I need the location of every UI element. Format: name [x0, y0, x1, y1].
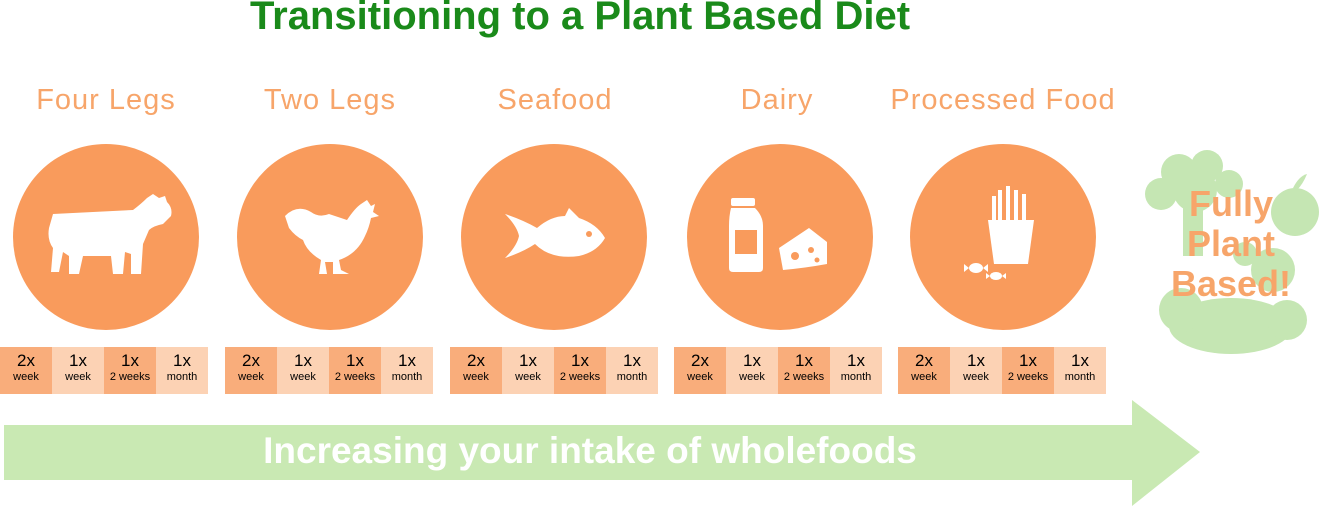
frequency-period: week: [687, 371, 713, 383]
frequency-count: 1x: [69, 351, 87, 370]
chicken-icon: [285, 200, 379, 274]
final-line-3: Based!: [1170, 263, 1292, 304]
frequency-period: week: [290, 371, 316, 383]
dairy-circle: [687, 144, 873, 330]
final-line-2: Plant: [1186, 223, 1275, 264]
frequency-count: 1x: [294, 351, 312, 370]
frequency-cell: 1x month: [830, 347, 882, 394]
frequency-period: 2 weeks: [783, 371, 825, 383]
frequency-period: week: [963, 371, 989, 383]
category-label-seafood: Seafood: [497, 84, 613, 116]
frequency-period: 2 weeks: [559, 371, 601, 383]
progress-arrow: [4, 400, 1200, 506]
frequency-cell: 1x week: [950, 347, 1002, 394]
frequency-count: 2x: [242, 351, 260, 370]
frequency-cell: 1x month: [606, 347, 658, 394]
frequency-count: 1x: [173, 351, 191, 370]
category-label-processed-food: Processed Food: [890, 84, 1116, 116]
frequency-period: week: [739, 371, 765, 383]
frequency-cell: 1x 2 weeks: [1002, 347, 1054, 394]
frequency-period: 2 weeks: [334, 371, 376, 383]
frequency-period: month: [840, 371, 872, 383]
frequency-period: week: [911, 371, 937, 383]
frequency-cell: 2x week: [0, 347, 52, 394]
frequency-count: 1x: [398, 351, 416, 370]
frequency-count: 1x: [743, 351, 761, 370]
frequency-count: 1x: [967, 351, 985, 370]
frequency-row-processed-food: 2x week 1x week 1x 2 weeks 1x month: [898, 347, 1106, 394]
seafood-circle: [461, 144, 647, 330]
frequency-count: 1x: [795, 351, 813, 370]
cow-icon: [48, 194, 172, 274]
frequency-period: week: [515, 371, 541, 383]
fully-plant-based-text: Fully Plant Based!: [1135, 184, 1327, 304]
frequency-row-seafood: 2x week 1x week 1x 2 weeks 1x month: [450, 347, 658, 394]
page-title: Transitioning to a Plant Based Diet: [249, 0, 911, 38]
frequency-count: 1x: [346, 351, 364, 370]
frequency-count: 2x: [17, 351, 35, 370]
frequency-count: 2x: [467, 351, 485, 370]
frequency-period: month: [1064, 371, 1096, 383]
vegetables-icon: [1145, 150, 1319, 354]
frequency-cell: 1x month: [1054, 347, 1106, 394]
frequency-cell: 1x month: [381, 347, 433, 394]
fish-icon: [505, 208, 605, 258]
frequency-period: 2 weeks: [1007, 371, 1049, 383]
frequency-cell: 1x 2 weeks: [554, 347, 606, 394]
frequency-cell: 1x 2 weeks: [104, 347, 156, 394]
frequency-cell: 2x week: [450, 347, 502, 394]
frequency-period: 2 weeks: [109, 371, 151, 383]
arrow-shape: [4, 400, 1200, 506]
frequency-cell: 1x month: [156, 347, 208, 394]
frequency-cell: 2x week: [898, 347, 950, 394]
frequency-count: 1x: [519, 351, 537, 370]
frequency-period: month: [166, 371, 198, 383]
milk-cheese-icon: [729, 198, 827, 272]
frequency-period: week: [65, 371, 91, 383]
frequency-period: month: [616, 371, 648, 383]
frequency-period: week: [238, 371, 264, 383]
two-legs-circle: [237, 144, 423, 330]
category-label-two-legs: Two Legs: [263, 84, 397, 116]
fries-candy-icon: [964, 186, 1034, 280]
frequency-period: week: [463, 371, 489, 383]
category-label-four-legs: Four Legs: [36, 84, 176, 116]
frequency-count: 2x: [691, 351, 709, 370]
frequency-period: week: [13, 371, 39, 383]
frequency-count: 1x: [847, 351, 865, 370]
frequency-count: 1x: [1019, 351, 1037, 370]
final-line-1: Fully: [1188, 183, 1273, 224]
frequency-count: 1x: [623, 351, 641, 370]
arrow-text: Increasing your intake of wholefoods: [263, 430, 917, 471]
frequency-cell: 2x week: [674, 347, 726, 394]
frequency-cell: 2x week: [225, 347, 277, 394]
frequency-cell: 1x week: [277, 347, 329, 394]
four-legs-circle: [13, 144, 199, 330]
frequency-row-dairy: 2x week 1x week 1x 2 weeks 1x month: [674, 347, 882, 394]
frequency-cell: 1x 2 weeks: [778, 347, 830, 394]
frequency-count: 1x: [121, 351, 139, 370]
frequency-row-two-legs: 2x week 1x week 1x 2 weeks 1x month: [225, 347, 433, 394]
frequency-period: month: [391, 371, 423, 383]
fully-plant-based-graphic: Fully Plant Based!: [1135, 150, 1327, 360]
frequency-cell: 1x 2 weeks: [329, 347, 381, 394]
category-label-dairy: Dairy: [740, 84, 814, 116]
frequency-count: 1x: [1071, 351, 1089, 370]
frequency-row-four-legs: 2x week 1x week 1x 2 weeks 1x month: [0, 347, 208, 394]
frequency-cell: 1x week: [52, 347, 104, 394]
frequency-cell: 1x week: [502, 347, 554, 394]
processed-food-circle: [910, 144, 1096, 330]
frequency-count: 2x: [915, 351, 933, 370]
frequency-cell: 1x week: [726, 347, 778, 394]
frequency-count: 1x: [571, 351, 589, 370]
